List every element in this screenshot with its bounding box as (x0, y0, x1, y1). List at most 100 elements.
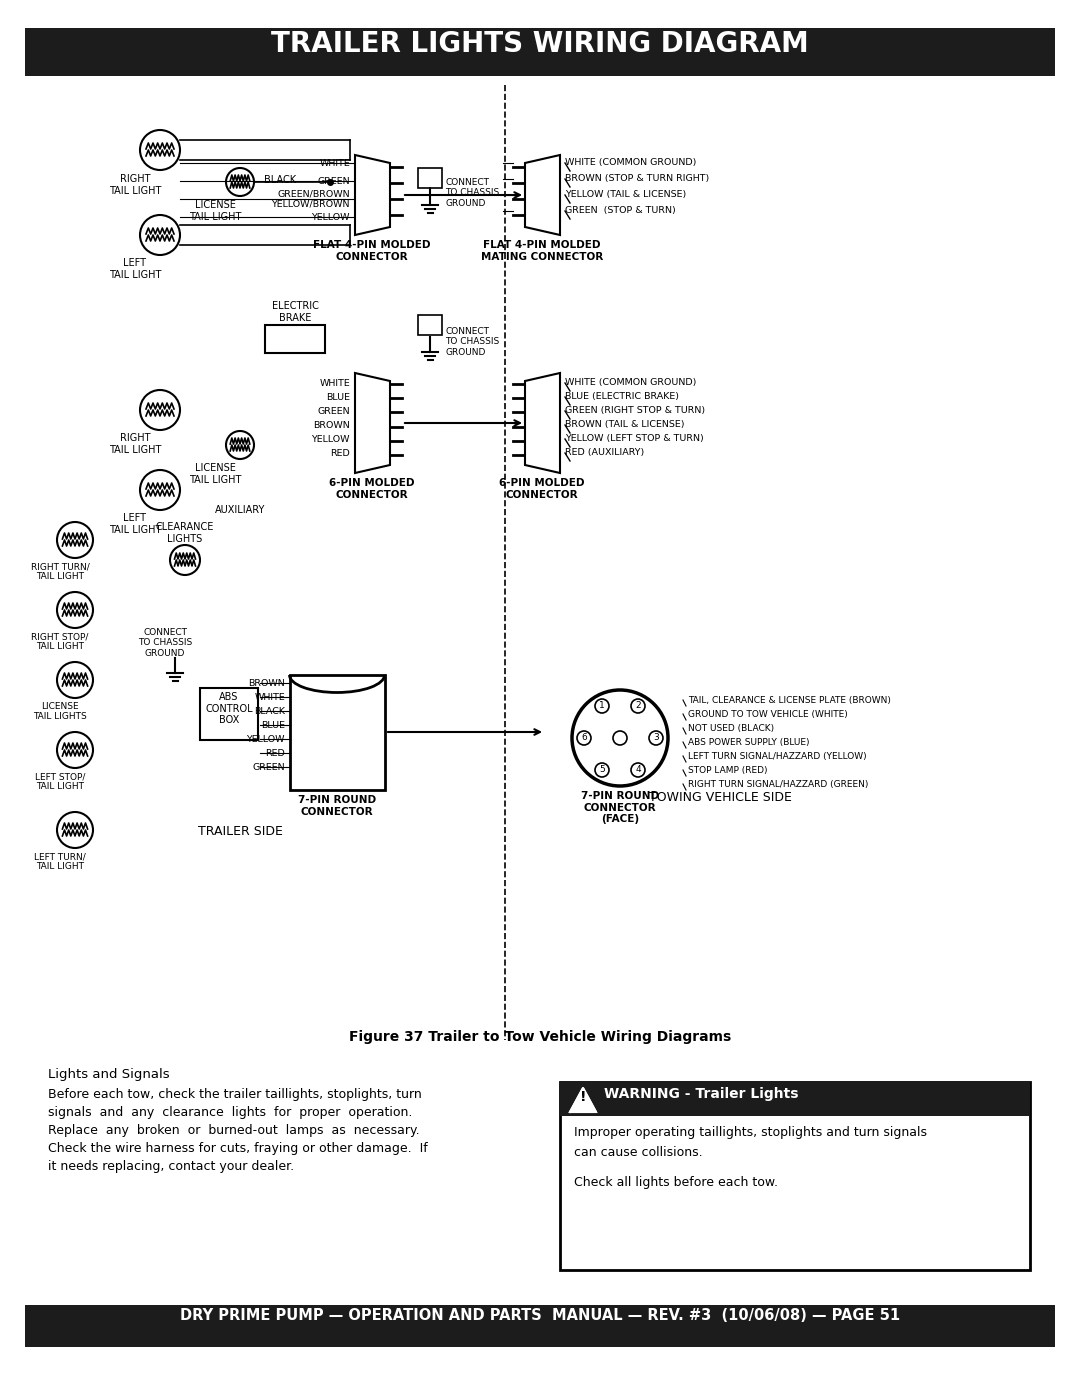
Circle shape (595, 698, 609, 712)
Text: YELLOW: YELLOW (246, 735, 285, 743)
Text: BLUE: BLUE (326, 393, 350, 401)
Text: LICENSE
TAIL LIGHT: LICENSE TAIL LIGHT (189, 462, 241, 485)
Text: 6-PIN MOLDED
CONNECTOR: 6-PIN MOLDED CONNECTOR (499, 478, 584, 500)
Text: 1: 1 (599, 701, 605, 711)
Text: WARNING - Trailer Lights: WARNING - Trailer Lights (604, 1087, 798, 1101)
Bar (200, 687, 258, 740)
Bar (265, 326, 325, 353)
Text: GREEN: GREEN (253, 763, 285, 771)
Bar (561, 1083, 1030, 1270)
Text: WHITE: WHITE (254, 693, 285, 701)
Bar (291, 675, 384, 789)
Polygon shape (355, 373, 390, 474)
Text: BROWN (STOP & TURN RIGHT): BROWN (STOP & TURN RIGHT) (565, 175, 710, 183)
Bar (418, 168, 442, 189)
Text: YELLOW: YELLOW (311, 434, 350, 443)
Text: LEFT
TAIL LIGHT: LEFT TAIL LIGHT (109, 513, 161, 535)
Text: 2: 2 (635, 701, 640, 711)
Text: GROUND TO TOW VEHICLE (WHITE): GROUND TO TOW VEHICLE (WHITE) (688, 710, 848, 718)
Text: STOP LAMP (RED): STOP LAMP (RED) (688, 766, 768, 774)
Text: NOT USED (BLACK): NOT USED (BLACK) (688, 724, 774, 732)
Circle shape (613, 731, 627, 745)
Text: TAIL, CLEARANCE & LICENSE PLATE (BROWN): TAIL, CLEARANCE & LICENSE PLATE (BROWN) (688, 696, 891, 704)
Text: RIGHT STOP/
TAIL LIGHT: RIGHT STOP/ TAIL LIGHT (31, 631, 89, 651)
Text: BLACK: BLACK (254, 707, 285, 715)
Text: CONNECT
TO CHASSIS
GROUND: CONNECT TO CHASSIS GROUND (445, 177, 499, 208)
Text: AUXILIARY: AUXILIARY (215, 504, 266, 515)
Text: DRY PRIME PUMP — OPERATION AND PARTS  MANUAL — REV. #3  (10/06/08) — PAGE 51: DRY PRIME PUMP — OPERATION AND PARTS MAN… (180, 1308, 900, 1323)
Text: 4: 4 (635, 766, 640, 774)
Text: CLEARANCE
LIGHTS: CLEARANCE LIGHTS (156, 522, 214, 543)
Text: GREEN: GREEN (318, 176, 350, 186)
Text: YELLOW (LEFT STOP & TURN): YELLOW (LEFT STOP & TURN) (565, 434, 704, 443)
Text: BLACK: BLACK (264, 175, 296, 184)
Text: 6: 6 (581, 733, 586, 742)
Text: 7-PIN ROUND
CONNECTOR
(FACE): 7-PIN ROUND CONNECTOR (FACE) (581, 791, 659, 824)
Polygon shape (525, 373, 561, 474)
Text: it needs replacing, contact your dealer.: it needs replacing, contact your dealer. (48, 1160, 294, 1173)
Bar (561, 1083, 1030, 1116)
Text: ABS
CONTROL
BOX: ABS CONTROL BOX (205, 692, 253, 725)
Text: LICENSE
TAIL LIGHTS: LICENSE TAIL LIGHTS (33, 703, 86, 721)
Text: TRAILER LIGHTS WIRING DIAGRAM: TRAILER LIGHTS WIRING DIAGRAM (271, 29, 809, 59)
Text: FLAT 4-PIN MOLDED
MATING CONNECTOR: FLAT 4-PIN MOLDED MATING CONNECTOR (481, 240, 603, 261)
Circle shape (649, 731, 663, 745)
Text: Lights and Signals: Lights and Signals (48, 1067, 170, 1081)
Text: 7-PIN ROUND
CONNECTOR: 7-PIN ROUND CONNECTOR (298, 795, 376, 817)
Text: RIGHT
TAIL LIGHT: RIGHT TAIL LIGHT (109, 175, 161, 196)
Text: CONNECT
TO CHASSIS
GROUND: CONNECT TO CHASSIS GROUND (138, 629, 192, 658)
Text: TOWING VEHICLE SIDE: TOWING VEHICLE SIDE (649, 791, 792, 805)
Text: FLAT 4-PIN MOLDED
CONNECTOR: FLAT 4-PIN MOLDED CONNECTOR (313, 240, 431, 261)
Text: 6-PIN MOLDED
CONNECTOR: 6-PIN MOLDED CONNECTOR (329, 478, 415, 500)
Text: LEFT TURN SIGNAL/HAZZARD (YELLOW): LEFT TURN SIGNAL/HAZZARD (YELLOW) (688, 752, 866, 760)
Circle shape (577, 731, 591, 745)
Bar (25, 28, 1055, 75)
Text: BROWN (TAIL & LICENSE): BROWN (TAIL & LICENSE) (565, 420, 685, 429)
Text: LICENSE
TAIL LIGHT: LICENSE TAIL LIGHT (189, 200, 241, 222)
Circle shape (595, 763, 609, 777)
Text: BROWN: BROWN (248, 679, 285, 687)
Text: RED: RED (330, 448, 350, 457)
Text: LEFT STOP/
TAIL LIGHT: LEFT STOP/ TAIL LIGHT (35, 773, 85, 791)
Text: Replace  any  broken  or  burned-out  lamps  as  necessary.: Replace any broken or burned-out lamps a… (48, 1125, 420, 1137)
Polygon shape (355, 155, 390, 235)
Text: Check all lights before each tow.: Check all lights before each tow. (573, 1176, 778, 1189)
Bar (25, 1305, 1055, 1347)
Text: BLUE: BLUE (261, 721, 285, 729)
Circle shape (631, 698, 645, 712)
Text: CONNECT
TO CHASSIS
GROUND: CONNECT TO CHASSIS GROUND (445, 327, 499, 356)
Circle shape (631, 763, 645, 777)
Text: YELLOW (TAIL & LICENSE): YELLOW (TAIL & LICENSE) (565, 190, 686, 200)
Text: RIGHT
TAIL LIGHT: RIGHT TAIL LIGHT (109, 433, 161, 454)
Text: WHITE: WHITE (320, 379, 350, 387)
Text: can cause collisions.: can cause collisions. (573, 1146, 703, 1160)
Text: RIGHT TURN/
TAIL LIGHT: RIGHT TURN/ TAIL LIGHT (30, 562, 90, 581)
Text: LEFT TURN/
TAIL LIGHT: LEFT TURN/ TAIL LIGHT (35, 852, 86, 872)
Text: YELLOW: YELLOW (311, 212, 350, 222)
Polygon shape (525, 155, 561, 235)
Text: Improper operating taillights, stoplights and turn signals: Improper operating taillights, stoplight… (573, 1126, 927, 1139)
Text: signals  and  any  clearance  lights  for  proper  operation.: signals and any clearance lights for pro… (48, 1106, 413, 1119)
Text: Figure 37 Trailer to Tow Vehicle Wiring Diagrams: Figure 37 Trailer to Tow Vehicle Wiring … (349, 1030, 731, 1044)
Text: LEFT
TAIL LIGHT: LEFT TAIL LIGHT (109, 258, 161, 279)
Polygon shape (570, 1088, 596, 1112)
Text: BROWN: BROWN (313, 420, 350, 429)
Text: ABS POWER SUPPLY (BLUE): ABS POWER SUPPLY (BLUE) (688, 738, 810, 746)
Text: WHITE: WHITE (320, 158, 350, 168)
Text: GREEN/BROWN
YELLOW/BROWN: GREEN/BROWN YELLOW/BROWN (271, 190, 350, 208)
Text: WHITE (COMMON GROUND): WHITE (COMMON GROUND) (565, 158, 697, 168)
Text: BLUE (ELECTRIC BRAKE): BLUE (ELECTRIC BRAKE) (565, 393, 679, 401)
Text: Check the wire harness for cuts, fraying or other damage.  If: Check the wire harness for cuts, fraying… (48, 1141, 428, 1155)
Bar (418, 314, 442, 335)
Text: GREEN: GREEN (318, 407, 350, 415)
Text: !: ! (580, 1090, 586, 1104)
Text: GREEN (RIGHT STOP & TURN): GREEN (RIGHT STOP & TURN) (565, 407, 705, 415)
Text: 5: 5 (599, 766, 605, 774)
Text: GREEN  (STOP & TURN): GREEN (STOP & TURN) (565, 207, 676, 215)
Text: RIGHT TURN SIGNAL/HAZZARD (GREEN): RIGHT TURN SIGNAL/HAZZARD (GREEN) (688, 780, 868, 788)
Text: TRAILER SIDE: TRAILER SIDE (198, 826, 283, 838)
Text: Before each tow, check the trailer taillights, stoplights, turn: Before each tow, check the trailer taill… (48, 1088, 422, 1101)
Text: 3: 3 (653, 733, 659, 742)
Text: ELECTRIC
BRAKE: ELECTRIC BRAKE (271, 302, 319, 323)
Text: RED (AUXILIARY): RED (AUXILIARY) (565, 448, 645, 457)
